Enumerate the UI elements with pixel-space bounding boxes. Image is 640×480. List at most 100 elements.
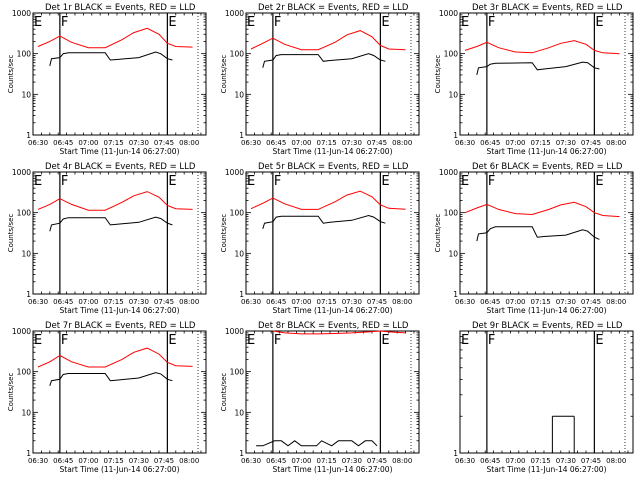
y-tick-label: 10 (234, 408, 244, 417)
x-tick-label: 07:45 (367, 298, 387, 306)
marker-label: E (381, 174, 389, 189)
x-axis-label: Start Time (11-Jun-14 06:27:00) (273, 465, 393, 474)
series-line (476, 61, 600, 76)
marker-label: E (168, 15, 176, 30)
x-tick-label: 06:45 (266, 457, 286, 465)
y-tick-label: 100 (230, 368, 245, 377)
y-tick-label: 1 (26, 449, 31, 458)
marker-label: E (381, 333, 389, 348)
x-tick-label: 07:30 (556, 457, 576, 465)
y-axis-label: Counts/sec (7, 373, 15, 412)
series-line (49, 51, 173, 67)
x-tick-label: 06:30 (241, 139, 261, 147)
y-tick-label: 1 (26, 290, 31, 299)
marker-label: E (34, 333, 42, 348)
plot-title: Det 7r BLACK = Events, RED = LLD (45, 321, 196, 331)
y-tick-label: 100 (444, 50, 459, 59)
x-tick-label: 07:00 (78, 457, 98, 465)
plot-panel-5: Det 5r BLACK = Events, RED = LLD 1 10 100 10… (220, 162, 420, 315)
plot-panel-4: Det 4r BLACK = Events, RED = LLD 1 10 100 10… (7, 162, 207, 315)
marker-label: F (488, 174, 495, 189)
marker-label: E (168, 174, 176, 189)
x-tick-label: 07:15 (317, 298, 337, 306)
y-axis-label: Counts/sec (434, 55, 442, 94)
x-tick-label: 07:00 (78, 139, 98, 147)
x-tick-label: 07:45 (581, 139, 601, 147)
x-tick-label: 07:30 (556, 298, 576, 306)
plot-frame (32, 330, 207, 454)
x-axis-label: Start Time (11-Jun-14 06:27:00) (487, 306, 607, 315)
x-tick-label: 07:15 (104, 457, 124, 465)
y-tick-label: 1000 (12, 327, 31, 336)
marker-label: F (61, 15, 68, 30)
x-tick-label: 07:45 (154, 139, 174, 147)
marker-label: E (168, 333, 176, 348)
plot-frame (32, 171, 207, 295)
x-tick-label: 07:45 (154, 457, 174, 465)
x-axis-label: Start Time (11-Jun-14 06:27:00) (487, 465, 607, 474)
plot-panel-9: Det 9r BLACK = Events, RED = LLD 106:30 06… (453, 321, 634, 474)
marker-label: E (247, 333, 255, 348)
series-line (262, 214, 386, 229)
marker-label: E (461, 333, 469, 348)
plot-frame (245, 171, 420, 295)
x-tick-label: 08:00 (606, 139, 626, 147)
y-tick-label: 1000 (439, 9, 458, 18)
plot-title: Det 2r BLACK = Events, RED = LLD (258, 3, 409, 13)
y-tick-label: 1000 (225, 9, 244, 18)
series-line (250, 190, 406, 210)
y-tick-label: 1000 (12, 9, 31, 18)
x-tick-label: 06:45 (266, 139, 286, 147)
x-axis-label: Start Time (11-Jun-14 06:27:00) (487, 147, 607, 156)
marker-label: F (274, 15, 281, 30)
x-tick-label: 07:30 (129, 457, 149, 465)
y-tick-label: 10 (21, 90, 31, 99)
y-tick-label: 10 (234, 90, 244, 99)
series-line (49, 372, 173, 386)
x-tick-label: 06:30 (28, 298, 48, 306)
x-axis-label: Start Time (11-Jun-14 06:27:00) (60, 465, 180, 474)
x-axis-label: Start Time (11-Jun-14 06:27:00) (273, 306, 393, 315)
marker-label: E (34, 15, 42, 30)
x-tick-label: 06:45 (480, 298, 500, 306)
y-tick-label: 1000 (225, 168, 244, 177)
series-line (37, 27, 193, 49)
x-tick-label: 06:30 (455, 139, 475, 147)
y-tick-label: 1 (239, 131, 244, 140)
y-axis-label: Counts/sec (7, 214, 15, 253)
plot-frame (459, 171, 634, 295)
x-tick-label: 08:00 (179, 298, 199, 306)
marker-label: E (595, 174, 603, 189)
x-tick-label: 08:00 (606, 457, 626, 465)
plot-title: Det 5r BLACK = Events, RED = LLD (258, 162, 409, 172)
x-tick-label: 07:30 (342, 457, 362, 465)
plot-panel-3: Det 3r BLACK = Events, RED = LLD 1 10 100 10… (434, 3, 634, 156)
x-tick-label: 07:15 (531, 457, 551, 465)
marker-label: F (274, 174, 281, 189)
series-line (250, 30, 406, 51)
x-tick-label: 06:45 (53, 139, 73, 147)
plot-panel-2: Det 2r BLACK = Events, RED = LLD 1 10 100 10… (220, 3, 420, 156)
y-tick-label: 100 (17, 50, 32, 59)
marker-label: F (61, 333, 68, 348)
marker-label: F (488, 333, 495, 348)
x-tick-label: 08:00 (392, 139, 412, 147)
x-tick-label: 07:15 (317, 457, 337, 465)
y-tick-label: 1 (453, 449, 458, 458)
x-axis-label: Start Time (11-Jun-14 06:27:00) (60, 306, 180, 315)
y-tick-label: 1 (239, 290, 244, 299)
plot-title: Det 3r BLACK = Events, RED = LLD (472, 3, 623, 13)
plot-panel-8: Det 8r BLACK = Events, RED = LLD 1 10 100 10… (220, 321, 420, 474)
plot-panel-1: Det 1r BLACK = Events, RED = LLD 1 10 100 10… (7, 3, 207, 156)
x-tick-label: 07:45 (581, 298, 601, 306)
plot-panel-6: Det 6r BLACK = Events, RED = LLD 1 10 100 10… (434, 162, 634, 315)
x-tick-label: 07:30 (129, 298, 149, 306)
y-tick-label: 1 (26, 131, 31, 140)
x-tick-label: 07:30 (342, 298, 362, 306)
plot-title: Det 8r BLACK = Events, RED = LLD (258, 321, 409, 331)
series-line (464, 40, 620, 55)
x-tick-label: 07:15 (531, 298, 551, 306)
y-tick-label: 1 (239, 449, 244, 458)
x-tick-label: 07:45 (367, 139, 387, 147)
